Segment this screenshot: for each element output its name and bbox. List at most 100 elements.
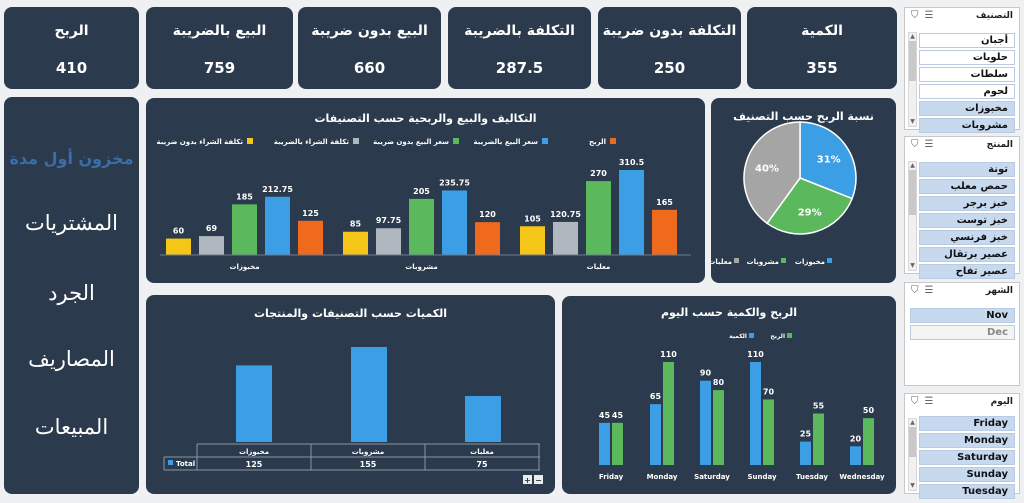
- slicer-item[interactable]: Saturday: [919, 450, 1015, 465]
- bar: [612, 422, 623, 465]
- slicer-item[interactable]: خبز برجر: [919, 196, 1015, 211]
- nav-panel: مخزون أول مدة المشتريات الجرد المصاريف ا…: [4, 97, 139, 494]
- slicer-item[interactable]: عصير برتقال: [919, 247, 1015, 262]
- slicer-filter-icons[interactable]: ⛉☰: [911, 139, 940, 150]
- kpi-card: الربح 410: [4, 7, 139, 89]
- day-label: Sunday: [747, 473, 777, 481]
- kpi-card: البيع بالضريبة 759: [146, 7, 293, 89]
- data-label: 205: [413, 187, 430, 196]
- data-label: 110: [660, 350, 677, 359]
- costs-sales-svg: تكلفة الشراء بدون ضريبة تكلفة الشراء بالض…: [157, 138, 691, 271]
- scrollbar[interactable]: ▲ ▼: [908, 418, 917, 491]
- scrollbar[interactable]: ▲ ▼: [908, 32, 917, 127]
- slicer-item[interactable]: خبز توست: [919, 213, 1015, 228]
- series-label: Total: [176, 460, 195, 468]
- bar: [265, 196, 290, 255]
- kpi-value: 759: [203, 59, 236, 77]
- bar: [236, 365, 272, 442]
- slicer-item[interactable]: تونة: [919, 162, 1015, 177]
- bar: [298, 220, 323, 255]
- data-label: 235.75: [439, 178, 470, 187]
- pie-label: 29%: [798, 207, 822, 218]
- kpi-card: التكلفة بدون ضريبة 250: [598, 7, 741, 89]
- slicer-item[interactable]: Nov: [910, 308, 1015, 323]
- legend-swatch: [827, 258, 832, 263]
- bar: [650, 404, 661, 465]
- scrollbar[interactable]: ▲ ▼: [908, 161, 917, 271]
- legend-label: تكلفة الشراء بالضريبة: [274, 138, 349, 146]
- slicer-item[interactable]: Tuesday: [919, 484, 1015, 499]
- day-label: Friday: [599, 473, 624, 481]
- slicer-items: تونة حمص معلب خبز برجر خبز توست خبز فرنسي عصي…: [919, 162, 1015, 281]
- slicer-item[interactable]: Friday: [919, 416, 1015, 431]
- kpi-label: الكمية: [801, 23, 843, 39]
- bar: [713, 390, 724, 465]
- data-label: 55: [813, 402, 825, 411]
- legend-swatch: [749, 333, 754, 338]
- table-header: مخبوزات: [239, 448, 269, 456]
- data-label: 70: [763, 387, 775, 396]
- slicer-item[interactable]: Monday: [919, 433, 1015, 448]
- slicer-item[interactable]: لحوم: [919, 84, 1015, 99]
- data-label: 85: [350, 220, 362, 229]
- legend-label: مشروبات: [747, 258, 779, 266]
- bar: [663, 362, 674, 465]
- bar: [520, 226, 545, 255]
- slicer-item[interactable]: مخبوزات: [919, 101, 1015, 116]
- slicer-filter-icons[interactable]: ⛉☰: [911, 396, 940, 407]
- data-label: 110: [747, 350, 764, 359]
- kpi-label: التكلفة بدون ضريبة: [602, 23, 737, 39]
- legend-swatch: [168, 460, 173, 465]
- bar: [652, 209, 677, 255]
- data-label: 25: [800, 430, 812, 439]
- bar: [553, 221, 578, 255]
- slicer-item[interactable]: حمص معلب: [919, 179, 1015, 194]
- slicer-item[interactable]: خبز فرنسي: [919, 230, 1015, 245]
- bar: [351, 347, 387, 442]
- legend-label: الكمية: [729, 333, 747, 340]
- nav-sales[interactable]: المبيعات: [34, 415, 109, 439]
- data-label: 80: [713, 378, 725, 387]
- nav-expenses[interactable]: المصاريف: [28, 347, 115, 371]
- slicer-item[interactable]: عصير تفاح: [919, 264, 1015, 279]
- kpi-value: 355: [806, 59, 838, 77]
- table-cell: 125: [246, 460, 263, 469]
- nav-inventory[interactable]: الجرد: [48, 281, 95, 305]
- slicer-month: الشهر ⛉☰ Nov Dec: [904, 282, 1020, 386]
- kpi-value: 660: [353, 59, 386, 77]
- legend-swatch: [353, 138, 359, 144]
- slicer-product: المنتج ⛉☰ ▲ ▼ تونة حمص معلب خبز برجر خبز توس…: [904, 136, 1020, 279]
- bar: [750, 362, 761, 465]
- bar: [475, 222, 500, 255]
- slicer-items: Friday Monday Saturday Sunday Tuesday: [919, 416, 1015, 501]
- data-label: 69: [206, 224, 218, 233]
- slicer-item[interactable]: حلويات: [919, 50, 1015, 65]
- kpi-label: البيع بدون ضريبة: [311, 23, 428, 39]
- nav-title[interactable]: مخزون أول مدة: [9, 149, 134, 168]
- slicer-item[interactable]: سلطات: [919, 67, 1015, 82]
- slicer-filter-icons[interactable]: ⛉☰: [911, 285, 940, 296]
- bar: [166, 238, 191, 255]
- qty-svg: مخبوزات 125 مشروبات 155 معلبات 75 Total + −: [163, 347, 543, 485]
- bar: [442, 190, 467, 255]
- slicer-item[interactable]: أجبان: [919, 33, 1015, 48]
- category-label: مشروبات: [405, 263, 437, 271]
- bar: [465, 396, 501, 442]
- slicer-item[interactable]: Dec: [910, 325, 1015, 340]
- data-label: 50: [863, 406, 875, 415]
- kpi-card: التكلفة بالضريبة 287.5: [448, 7, 591, 89]
- nav-purchases[interactable]: المشتريات: [24, 211, 119, 235]
- bar: [232, 204, 257, 255]
- slicer-items: Nov Dec: [910, 308, 1015, 342]
- slicer-item[interactable]: مشروبات: [919, 118, 1015, 133]
- slicer-filter-icons[interactable]: ⛉☰: [911, 10, 940, 21]
- bar: [763, 399, 774, 465]
- bar: [850, 446, 861, 465]
- bar: [343, 231, 368, 255]
- expand-button: [523, 475, 532, 484]
- bar: [599, 422, 610, 465]
- qty-title: الكميات حسب التصنيفات والمنتجات: [253, 307, 448, 320]
- data-label: 310.5: [619, 158, 645, 167]
- slicer-item[interactable]: Sunday: [919, 467, 1015, 482]
